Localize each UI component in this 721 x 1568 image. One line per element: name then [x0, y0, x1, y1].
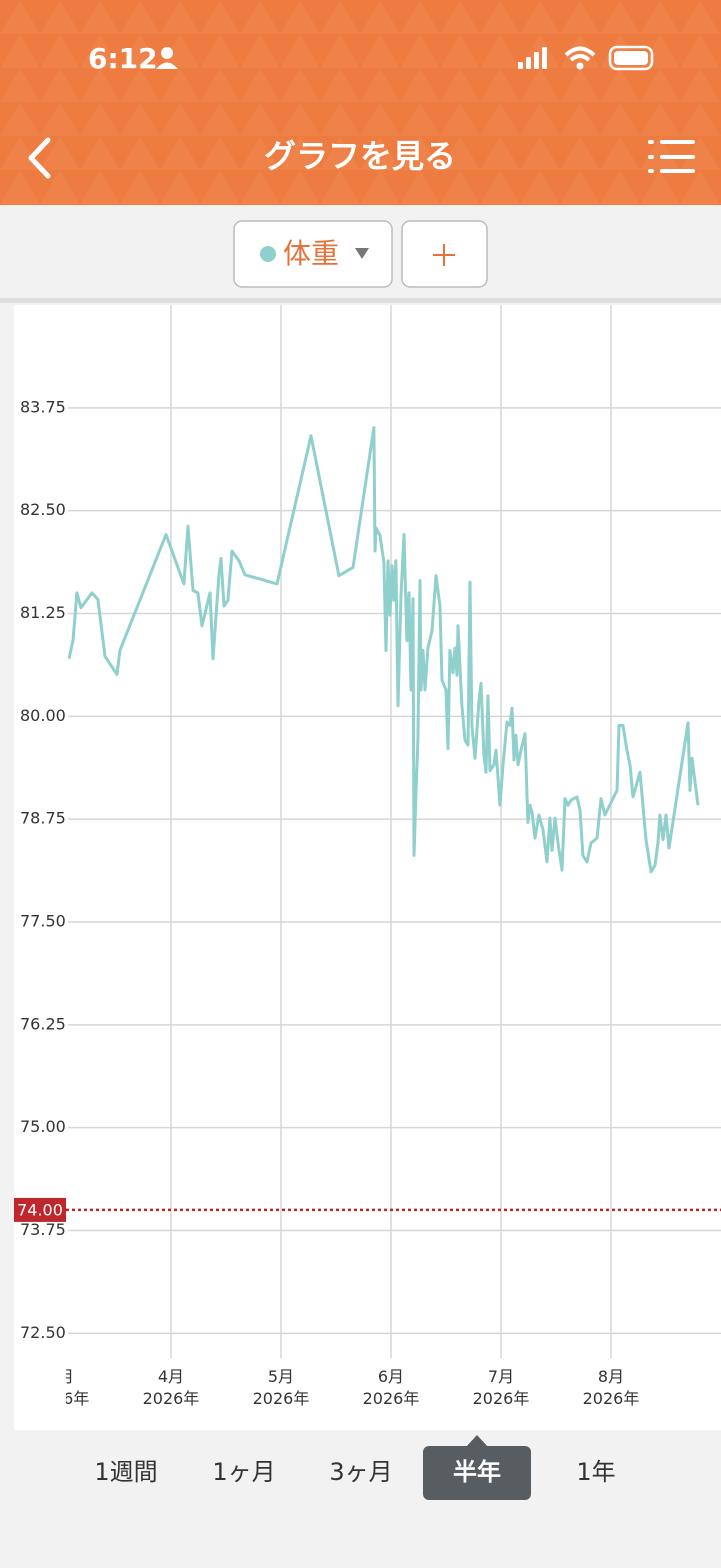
chart-panel	[14, 305, 721, 1430]
x-tick-label: 4月 2026年	[142, 1367, 200, 1408]
back-button[interactable]	[28, 137, 51, 179]
period-tab[interactable]: 1年	[576, 1458, 615, 1486]
period-tab[interactable]: 3ヶ月	[329, 1458, 392, 1486]
data-line	[68, 426, 700, 874]
period-tab[interactable]: 半年	[453, 1458, 501, 1486]
y-tick-label: 78.75	[20, 809, 66, 828]
goal-label-bg	[14, 1197, 66, 1222]
y-tick-label: 73.75	[20, 1220, 66, 1239]
period-tab[interactable]: 1週間	[94, 1458, 157, 1486]
x-tick-label: 5月 2026年	[252, 1367, 310, 1408]
metric-label: 体重	[283, 237, 339, 270]
period-tabs: 1週間 1ヶ月 3ヶ月 半年 1年	[94, 1435, 616, 1500]
metric-selector[interactable]: 体重	[233, 220, 393, 288]
add-button[interactable]	[401, 220, 488, 288]
period-tab[interactable]: 1ヶ月	[212, 1458, 275, 1486]
selected-tab-bg	[423, 1446, 531, 1500]
dropdown-arrow	[355, 248, 369, 259]
menu-button[interactable]	[648, 140, 695, 173]
header-pattern	[0, 0, 721, 205]
x-tick-label: 6月 2026年	[362, 1367, 420, 1408]
metric-dot	[260, 246, 276, 262]
y-tick-label: 76.25	[20, 1014, 66, 1033]
x-tick-label: 7月 2026年	[472, 1367, 530, 1408]
grid: 72.50 73.75 75.00 76.25 77.50 78.75 80.00 81.25…	[20, 305, 721, 1358]
x-axis-labels: 3月 2026年 4月 2026年 5月 2026年 6月 2026年 7月 2026年…	[66, 0, 721, 1430]
add-icon	[433, 244, 455, 266]
y-tick-label: 75.00	[20, 1117, 66, 1136]
metric-button[interactable]	[233, 220, 393, 288]
x-tick-label: 8月 2026年	[582, 1367, 640, 1408]
status-icons	[156, 45, 654, 71]
toolbar-shadow	[0, 298, 721, 303]
selected-tab-pointer	[466, 1435, 488, 1447]
plot	[68, 426, 700, 874]
y-tick-label: 77.50	[20, 911, 66, 930]
y-tick-label: 81.25	[20, 603, 66, 622]
y-tick-label: 82.50	[20, 500, 66, 519]
x-tick-label: 3月 2026年	[66, 1367, 90, 1408]
y-tick-label: 80.00	[20, 706, 66, 725]
status-time: 6:12	[88, 42, 158, 75]
y-tick-label: 83.75	[20, 397, 66, 416]
goal-label: 74.00	[17, 1200, 63, 1219]
y-tick-label: 72.50	[20, 1323, 66, 1342]
page-title: グラフを見る	[264, 137, 456, 175]
